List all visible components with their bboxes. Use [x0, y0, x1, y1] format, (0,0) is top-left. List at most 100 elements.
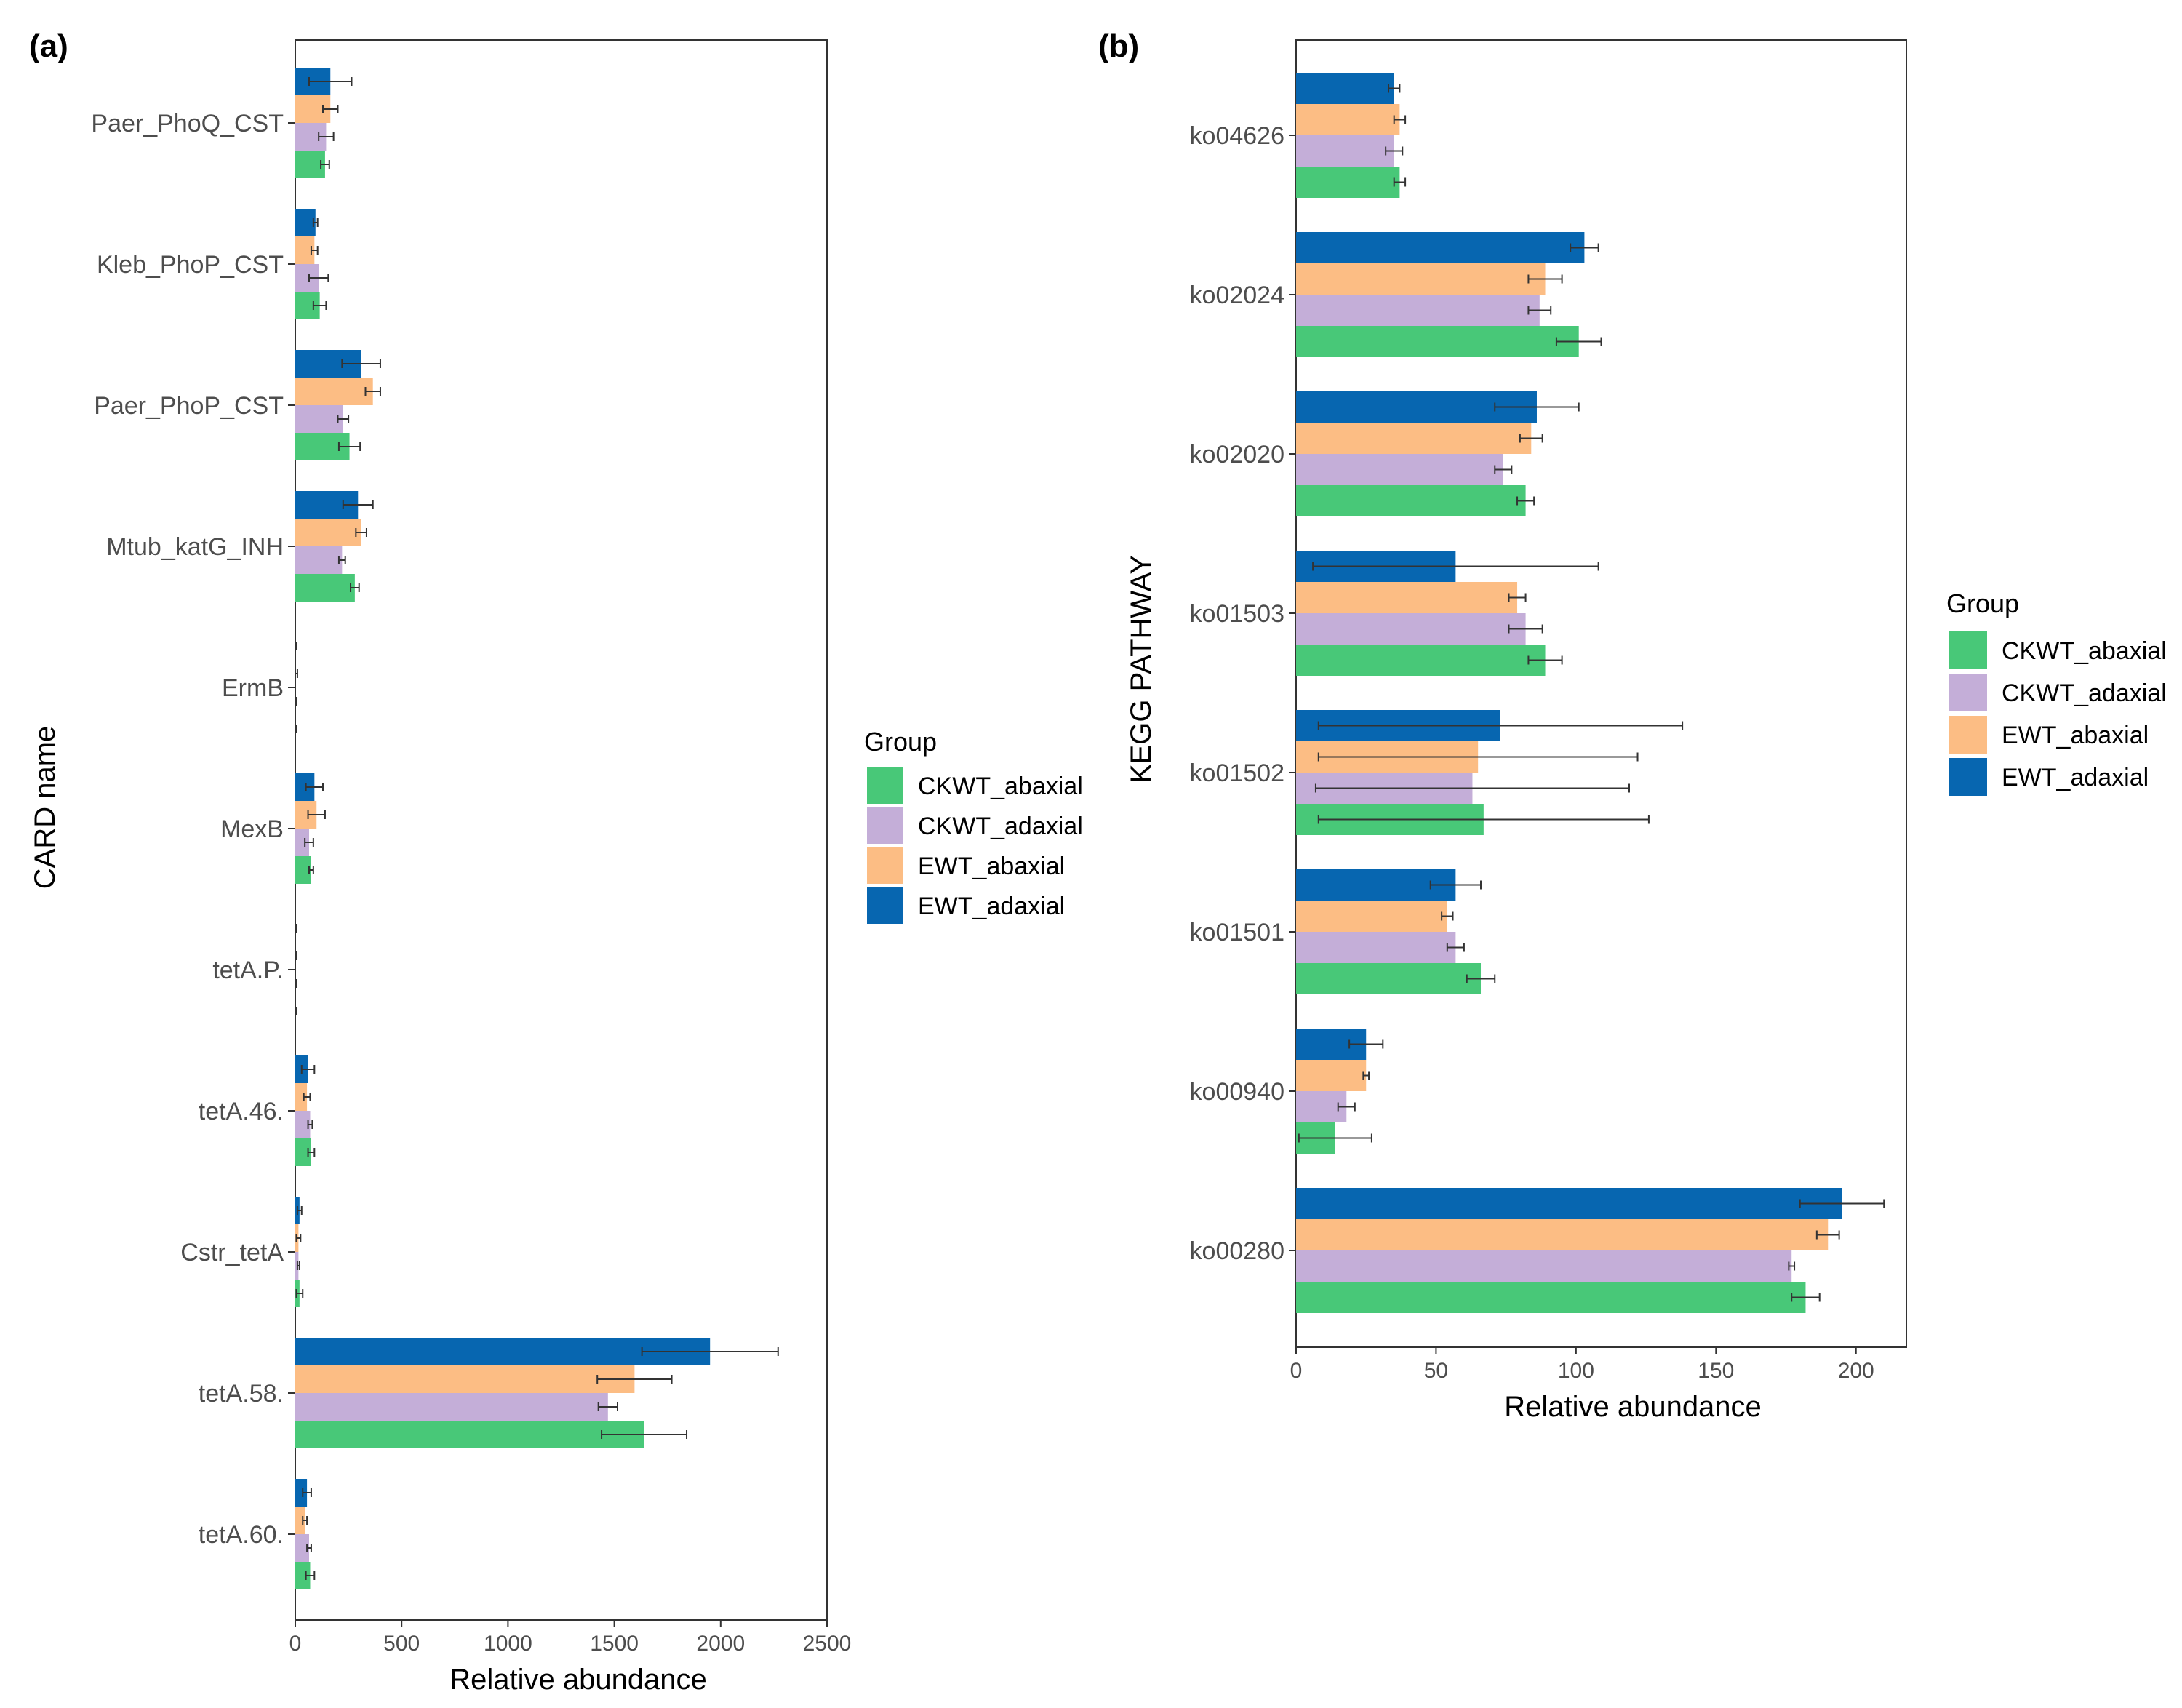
panel-b-errorbar-ko02020-ewt-abaxial: [1519, 434, 1543, 443]
panel-a-category-label-ermb: ErmB: [222, 674, 284, 702]
legend-b-title: Group: [1946, 588, 2019, 618]
panel-a-errorbar-mtub-katg-inh-ckwt-adaxial: [337, 556, 346, 564]
panel-a-bar-kleb-phop-cst-ewt-adaxial: [295, 209, 316, 236]
panel-b-errorbar-ko04626-ckwt-abaxial: [1393, 177, 1407, 187]
panel-a-bar-teta-58-ckwt-abaxial: [295, 1421, 644, 1448]
panel-a-bar-teta-58-ewt-adaxial: [295, 1338, 711, 1365]
panel-a-errorbar-teta-60-ewt-abaxial: [302, 1516, 308, 1525]
panel-a-errorbar-kleb-phop-cst-ewt-abaxial: [310, 246, 319, 255]
legend-a-swatch-ckwt-abaxial: [867, 767, 903, 804]
panel-a-category-label-kleb-phop-cst: Kleb_PhoP_CST: [97, 251, 284, 279]
panel-a-category-label-paer-phoq-cst: Paer_PhoQ_CST: [91, 110, 284, 137]
panel-a-errorbar-cstr-teta-ewt-abaxial: [295, 1234, 302, 1242]
panel-a-bar-teta-58-ckwt-adaxial: [295, 1393, 608, 1421]
panel-a-bar-teta-60-ewt-abaxial: [295, 1507, 305, 1534]
panel-a-bar-mtub-katg-inh-ckwt-abaxial: [295, 574, 355, 602]
panel-b-plot-area: ko04626 ko02024 ko02020 ko01503 ko01502 ko015…: [1190, 39, 1907, 1383]
panel-b-errorbar-ko01502-ewt-adaxial: [1317, 721, 1684, 730]
legend-a-label-ewt-abaxial: EWT_abaxial: [918, 853, 1065, 880]
panel-a-category-label-teta-60: tetA.60.: [199, 1521, 284, 1549]
panel-a-errorbar-teta-60-ckwt-adaxial: [306, 1544, 312, 1552]
panel-b-errorbar-ko01503-ckwt-adaxial: [1508, 624, 1543, 634]
panel-b-errorbar-ko01503-ewt-adaxial: [1312, 562, 1599, 571]
legend-a-swatch-ewt-adaxial: [867, 887, 903, 924]
panel-b-errorbar-ko02020-ckwt-abaxial: [1516, 496, 1535, 506]
legend-a-swatch-ewt-abaxial: [867, 847, 903, 884]
panel-a-errorbar-mtub-katg-inh-ewt-abaxial: [355, 528, 367, 537]
panel-b-errorbar-ko02024-ckwt-adaxial: [1527, 306, 1552, 315]
panel-b-errorbar-ko01502-ewt-abaxial: [1317, 752, 1639, 762]
panel-b-category-label-ko00280: ko00280: [1190, 1237, 1284, 1265]
panel-a-errorbar-mexb-ewt-abaxial: [307, 810, 326, 819]
panel-a-bar-teta-46-ewt-abaxial: [295, 1083, 308, 1111]
panel-a-errorbar-teta-60-ewt-adaxial: [302, 1488, 312, 1497]
panel-b-bar-ko04626-ckwt-abaxial: [1296, 167, 1400, 198]
panel-a-errorbar-paer-phop-cst-ckwt-adaxial: [337, 415, 350, 423]
panel-b-errorbar-ko02024-ewt-adaxial: [1570, 243, 1599, 252]
panel-a-category-label-mexb: MexB: [220, 815, 284, 843]
panel-a-errorbar-mexb-ewt-adaxial: [305, 783, 324, 791]
legend-b-label-ewt-abaxial: EWT_abaxial: [2002, 722, 2149, 749]
panel-a-errorbar-teta-46-ewt-adaxial: [300, 1065, 316, 1074]
panel-a-category-label-teta-46: tetA.46.: [199, 1098, 284, 1125]
panel-a-errorbar-teta-58-ckwt-abaxial: [601, 1430, 688, 1439]
panel-a-errorbar-ermb-ewt-adaxial: [295, 642, 297, 650]
panel-b-errorbar-ko01502-ckwt-adaxial: [1314, 783, 1630, 793]
panel-b-bar-ko02024-ewt-abaxial: [1296, 263, 1546, 295]
legend-panel-b: Group CKWT_abaxial CKWT_adaxial EWT_abaxia…: [1946, 588, 2167, 796]
panel-a-bar-paer-phop-cst-ewt-abaxial: [295, 378, 373, 405]
panel-a-errorbar-paer-phoq-cst-ewt-abaxial: [322, 105, 339, 113]
panel-a-errorbar-paer-phoq-cst-ckwt-abaxial: [320, 160, 330, 169]
panel-b-errorbar-ko04626-ewt-adaxial: [1388, 84, 1401, 93]
panel-b-bar-ko01503-ckwt-abaxial: [1296, 645, 1546, 676]
panel-a-card-chart: (a) CARD name Relative abundance Paer_Ph…: [29, 28, 851, 1696]
panel-b-bar-ko02020-ckwt-abaxial: [1296, 485, 1526, 516]
legend-a-title: Group: [864, 727, 937, 757]
panel-b-kegg-chart: (b) KEGG PATHWAY Relative abundance ko04…: [1098, 28, 1907, 1423]
panel-a-label: (a): [29, 28, 68, 64]
panel-a-x-tick-label-1500: 1500: [590, 1632, 639, 1656]
panel-a-errorbar-paer-phoq-cst-ckwt-adaxial: [318, 132, 335, 141]
legend-b-label-ewt-adaxial: EWT_adaxial: [2002, 764, 2149, 791]
panel-a-x-tick-label-1000: 1000: [484, 1632, 532, 1656]
panel-a-errorbar-teta-p-ewt-adaxial: [295, 924, 297, 933]
panel-b-errorbar-ko01501-ckwt-adaxial: [1446, 943, 1465, 952]
legend-a-item-ewt-adaxial: EWT_adaxial: [867, 887, 1065, 924]
panel-a-errorbar-paer-phop-cst-ckwt-abaxial: [337, 442, 361, 451]
legend-b-swatch-ckwt-abaxial: [1949, 631, 1987, 669]
panel-b-errorbar-ko01501-ewt-adaxial: [1429, 880, 1482, 890]
panel-a-bar-mexb-ckwt-abaxial: [295, 856, 311, 884]
panel-b-bar-ko01501-ewt-abaxial: [1296, 901, 1447, 932]
panel-b-errorbar-ko04626-ewt-abaxial: [1393, 115, 1407, 124]
panel-a-errorbar-teta-p-ckwt-adaxial: [295, 979, 297, 988]
panel-a-errorbar-paer-phop-cst-ewt-adaxial: [341, 359, 381, 368]
panel-b-bar-ko01503-ckwt-adaxial: [1296, 613, 1526, 645]
panel-b-bar-ko02020-ckwt-adaxial: [1296, 454, 1503, 485]
panel-b-category-label-ko00940: ko00940: [1190, 1078, 1284, 1106]
panel-b-errorbar-ko00940-ckwt-abaxial: [1298, 1133, 1372, 1143]
panel-b-x-tick-label-150: 150: [1698, 1359, 1734, 1383]
legend-a-label-ckwt-adaxial: CKWT_adaxial: [918, 813, 1083, 840]
panel-b-x-tick-label-0: 0: [1290, 1359, 1303, 1383]
legend-b-swatch-ewt-abaxial: [1949, 716, 1987, 754]
panel-b-y-axis-title: KEGG PATHWAY: [1125, 555, 1157, 783]
panel-a-errorbar-teta-58-ckwt-adaxial: [597, 1402, 618, 1411]
panel-b-errorbar-ko00280-ckwt-adaxial: [1788, 1261, 1796, 1271]
panel-b-bar-ko00280-ckwt-abaxial: [1296, 1282, 1806, 1313]
legend-a-item-ewt-abaxial: EWT_abaxial: [867, 847, 1065, 884]
panel-a-errorbar-paer-phoq-cst-ewt-adaxial: [308, 77, 353, 86]
legend-b-item-ewt-adaxial: EWT_adaxial: [1949, 758, 2149, 796]
panel-a-errorbar-teta-p-ckwt-abaxial: [295, 1007, 297, 1015]
legend-a-label-ewt-adaxial: EWT_adaxial: [918, 893, 1065, 920]
panel-b-bar-ko04626-ewt-adaxial: [1296, 73, 1394, 104]
legend-b-swatch-ckwt-adaxial: [1949, 674, 1987, 711]
panel-b-x-axis-title: Relative abundance: [1504, 1391, 1762, 1423]
panel-b-category-label-ko01502: ko01502: [1190, 759, 1284, 787]
panel-a-category-label-mtub-katg-inh: Mtub_katG_INH: [106, 533, 284, 561]
panel-a-bar-teta-46-ckwt-adaxial: [295, 1111, 311, 1138]
panel-a-bar-mtub-katg-inh-ewt-abaxial: [295, 519, 361, 546]
panel-a-bar-mexb-ckwt-adaxial: [295, 829, 310, 856]
panel-a-y-axis-title: CARD name: [29, 726, 61, 890]
legend-b-item-ckwt-abaxial: CKWT_abaxial: [1949, 631, 2167, 669]
